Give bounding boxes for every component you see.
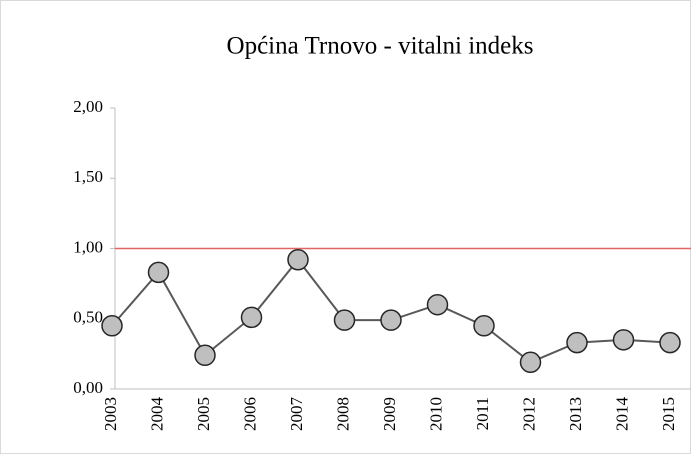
data-point (194, 344, 216, 367)
chart-title: Općina Trnovo - vitalni indeks (227, 33, 534, 60)
x-tick-label: 2006 (240, 397, 259, 431)
x-tick-label: 2015 (659, 397, 678, 431)
x-tick-label: 2011 (473, 397, 492, 430)
data-point (566, 331, 588, 354)
x-tick-label: 2005 (194, 397, 213, 431)
data-point (612, 329, 635, 351)
x-tick-label: 2010 (426, 397, 445, 431)
data-point (333, 309, 356, 331)
data-point (101, 315, 123, 337)
x-tick-label: 2004 (147, 397, 166, 432)
data-point (519, 351, 542, 374)
x-tick-label: 2007 (287, 397, 306, 432)
x-tick-label: 2013 (566, 397, 585, 431)
data-point (240, 306, 263, 329)
y-tick-label: 0,00 (73, 378, 103, 397)
data-point (147, 261, 170, 284)
y-tick-label: 1,50 (73, 167, 103, 186)
data-point (659, 331, 681, 354)
y-tick-label: 2,00 (73, 97, 103, 116)
y-tick-label: 0,50 (73, 308, 103, 327)
x-tick-label: 2003 (101, 397, 120, 431)
data-point (287, 248, 309, 271)
x-tick-label: 2008 (333, 397, 352, 431)
y-tick-label: 1,00 (73, 237, 103, 256)
x-tick-label: 2009 (380, 397, 399, 431)
data-point (426, 293, 449, 316)
x-tick-label: 2014 (612, 397, 631, 432)
data-point (473, 315, 495, 337)
data-point (380, 309, 402, 331)
x-tick-label: 2012 (519, 397, 538, 431)
